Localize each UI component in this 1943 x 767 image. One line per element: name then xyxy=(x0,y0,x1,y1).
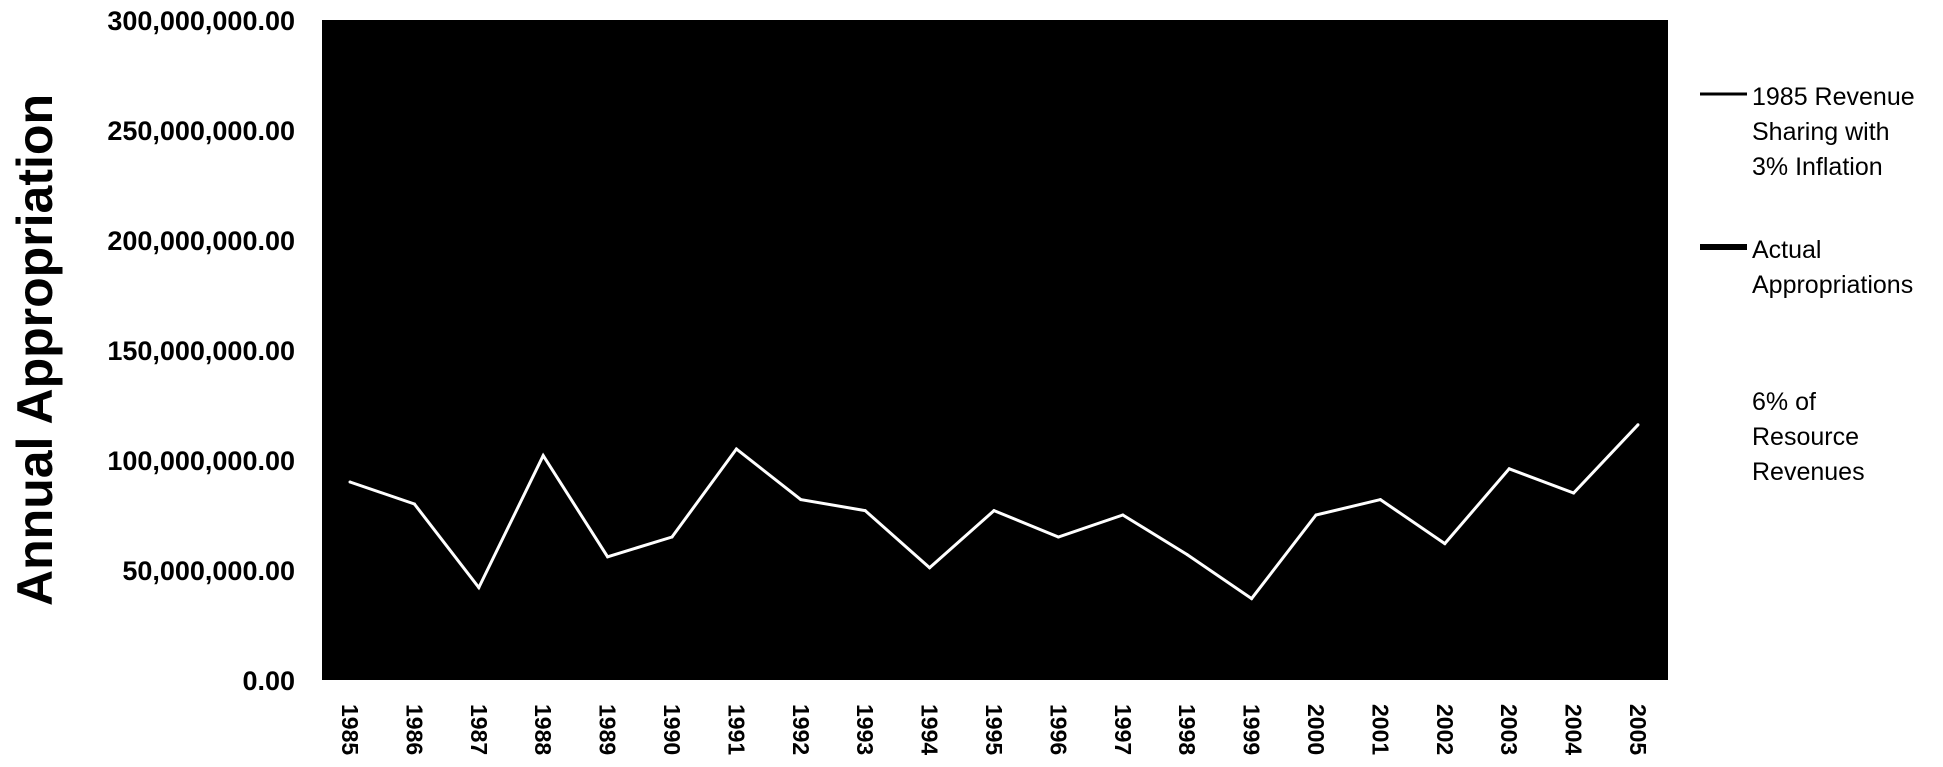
y-tick-label: 150,000,000.00 xyxy=(107,336,295,366)
y-axis-title: Annual Appropriation xyxy=(7,94,63,606)
data-point xyxy=(734,447,738,451)
x-tick-label: 1987 xyxy=(466,704,492,755)
x-tick-label: 1990 xyxy=(659,704,685,755)
x-tick-label: 1989 xyxy=(595,704,621,755)
plot-area xyxy=(322,20,1668,680)
y-axis-ticks: 0.00 50,000,000.00 100,000,000.00 150,000,0… xyxy=(107,6,295,696)
data-point xyxy=(1185,553,1189,557)
data-point xyxy=(928,566,932,570)
x-tick-label: 1997 xyxy=(1110,704,1136,755)
legend-entry: Actual Appropriations xyxy=(1752,236,1913,299)
data-point xyxy=(1121,513,1125,517)
data-point xyxy=(1056,535,1060,539)
data-point xyxy=(1636,423,1640,427)
legend-entry: 6% of Resource Revenues xyxy=(1752,388,1865,486)
x-tick-label: 2002 xyxy=(1432,704,1458,755)
y-tick-label: 50,000,000.00 xyxy=(122,556,295,586)
x-tick-label: 1998 xyxy=(1174,704,1200,755)
data-point xyxy=(412,502,416,506)
x-tick-label: 2004 xyxy=(1561,704,1587,755)
legend-entry: 1985 Revenue Sharing with 3% Inflation xyxy=(1752,83,1915,181)
y-tick-label: 100,000,000.00 xyxy=(107,446,295,476)
data-point xyxy=(1314,513,1318,517)
x-tick-label: 2001 xyxy=(1367,704,1393,755)
x-tick-label: 2005 xyxy=(1625,704,1651,755)
x-tick-label: 1996 xyxy=(1045,704,1071,755)
x-tick-label: 1985 xyxy=(337,704,363,755)
data-point xyxy=(799,498,803,502)
data-point xyxy=(1572,491,1576,495)
data-point xyxy=(863,509,867,513)
x-tick-label: 1999 xyxy=(1239,704,1265,755)
x-tick-label: 2000 xyxy=(1303,704,1329,755)
y-tick-label: 0.00 xyxy=(242,666,295,696)
x-tick-label: 1986 xyxy=(401,704,427,755)
y-tick-label: 300,000,000.00 xyxy=(107,6,295,36)
data-point xyxy=(1378,498,1382,502)
x-tick-label: 1995 xyxy=(981,704,1007,755)
x-tick-label: 1988 xyxy=(530,704,556,755)
y-tick-label: 250,000,000.00 xyxy=(107,116,295,146)
data-point xyxy=(992,509,996,513)
data-point xyxy=(1443,542,1447,546)
x-tick-label: 1994 xyxy=(917,704,943,755)
y-tick-label: 200,000,000.00 xyxy=(107,226,295,256)
x-tick-label: 2003 xyxy=(1496,704,1522,755)
data-point xyxy=(477,586,481,590)
data-point xyxy=(606,555,610,559)
x-axis-ticks: 1985 1986 1987 1988 1989 1990 1991 1992 1993 1994… xyxy=(337,704,1651,755)
legend: 1985 Revenue Sharing with 3% Inflation Actu… xyxy=(1700,83,1915,486)
x-tick-label: 1993 xyxy=(852,704,878,755)
data-point xyxy=(1250,597,1254,601)
data-point xyxy=(670,535,674,539)
data-point xyxy=(541,454,545,458)
data-point xyxy=(348,480,352,484)
data-point xyxy=(1507,467,1511,471)
x-tick-label: 1992 xyxy=(788,704,814,755)
series-layer xyxy=(348,423,1640,601)
x-tick-label: 1991 xyxy=(723,704,749,755)
